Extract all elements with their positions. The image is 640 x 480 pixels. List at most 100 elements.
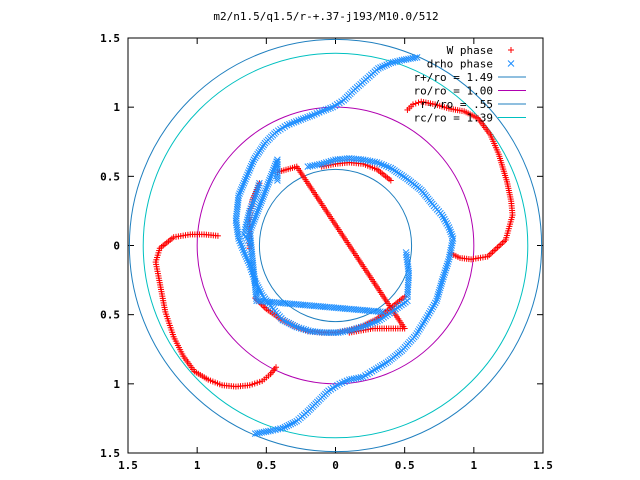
drho-phase-point <box>435 288 443 296</box>
drho-phase-point <box>357 323 365 331</box>
drho-phase-point <box>250 156 258 164</box>
drho-phase-point <box>292 118 300 125</box>
drho-phase-point <box>244 169 252 176</box>
drho-phase-point <box>281 423 289 431</box>
drho-phase-point <box>289 419 297 427</box>
drho-phase-point <box>306 112 314 120</box>
legend-label: W phase <box>447 44 493 57</box>
drho-phase-point <box>287 420 295 428</box>
drho-phase-point <box>444 260 451 268</box>
legend-label: r-/ro = .55 <box>420 98 493 111</box>
drho-phase-point <box>270 164 278 172</box>
drho-phase-point <box>437 282 445 290</box>
drho-phase-point <box>237 239 244 247</box>
drho-phase-point <box>327 104 334 112</box>
drho-phase-point <box>251 215 258 223</box>
drho-phase-point <box>378 160 385 168</box>
x-tick-label: 0.5 <box>395 459 415 472</box>
drho-phase-point <box>259 195 266 203</box>
legend-label: drho phase <box>427 58 493 71</box>
drho-phase-point <box>324 105 332 113</box>
drho-phase-point <box>295 117 302 124</box>
drho-phase-point <box>376 316 384 324</box>
drho-phase-point <box>239 181 247 189</box>
drho-phase-point <box>247 162 255 170</box>
drho-phase-point <box>250 218 258 225</box>
drho-phase-point <box>430 301 438 309</box>
w-phase-point <box>415 99 422 106</box>
drho-phase-point <box>448 230 455 238</box>
drho-phase-point <box>436 284 444 292</box>
drho-phase-point <box>255 203 263 211</box>
drho-phase-point <box>260 191 268 199</box>
drho-phase-point <box>416 326 423 333</box>
drho-phase-point <box>380 161 388 169</box>
x-tick-label: 1.5 <box>533 459 553 472</box>
drho-phase-point <box>243 221 250 228</box>
drho-phase-point <box>369 319 377 327</box>
drho-phase-point <box>428 305 435 313</box>
drho-phase-point <box>440 273 447 281</box>
drho-phase-point <box>254 207 261 215</box>
drho-phase-point <box>253 189 261 196</box>
drho-phase-point <box>376 363 384 370</box>
drho-phase-point <box>234 232 242 240</box>
drho-phase-point <box>372 365 380 373</box>
drho-phase-point <box>291 322 299 330</box>
drho-phase-point <box>417 324 425 331</box>
drho-phase-point <box>442 217 449 225</box>
series-group <box>232 54 457 437</box>
drho-phase-point <box>291 418 299 426</box>
drho-phase-point <box>283 318 291 326</box>
drho-phase-point <box>419 320 427 327</box>
w-phase-point <box>261 304 268 311</box>
drho-phase-point <box>325 158 332 166</box>
drho-phase-point <box>277 425 284 433</box>
drho-phase-point <box>438 280 445 287</box>
drho-phase-point <box>290 119 298 126</box>
drho-phase-point <box>287 320 295 328</box>
drho-phase-point <box>283 422 291 430</box>
drho-phase-point <box>382 162 390 170</box>
drho-phase-point <box>239 244 246 252</box>
drho-phase-point <box>301 114 309 122</box>
y-tick-label: 0 <box>113 240 120 253</box>
drho-phase-point <box>374 317 381 325</box>
drho-phase-point <box>353 325 361 332</box>
drho-phase-point <box>357 374 365 381</box>
drho-phase-point <box>235 235 243 242</box>
w-phase-point <box>214 232 221 239</box>
legend-label: ro/ro = 1.00 <box>414 85 493 98</box>
drho-phase-point <box>383 61 391 69</box>
drho-phase-point <box>433 295 441 303</box>
drho-phase-point <box>418 322 426 329</box>
drho-phase-point <box>387 164 395 172</box>
drho-phase-point <box>436 286 443 294</box>
drho-phase-point <box>245 167 253 174</box>
drho-phase-point <box>379 308 386 316</box>
drho-phase-point <box>304 163 312 171</box>
reference-circle <box>128 38 543 453</box>
w-phase-point <box>409 101 416 108</box>
drho-phase-point <box>327 157 335 165</box>
drho-phase-point <box>429 303 437 311</box>
x-tick-label: 0.5 <box>256 459 276 472</box>
drho-phase-point <box>247 224 255 231</box>
drho-phase-point <box>304 327 312 334</box>
drho-phase-point <box>446 226 454 234</box>
reference-circles <box>128 38 543 453</box>
drho-phase-point <box>256 179 263 187</box>
drho-phase-point <box>259 193 267 201</box>
drho-phase-point <box>244 171 251 179</box>
drho-phase-point <box>248 160 256 168</box>
drho-phase-point <box>246 164 254 172</box>
drho-phase-point <box>360 323 367 330</box>
drho-phase-point <box>438 278 446 285</box>
drho-phase-point <box>251 213 259 221</box>
drho-phase-point <box>267 172 275 180</box>
drho-phase-point <box>389 58 397 66</box>
drho-phase-point <box>424 312 432 319</box>
drho-phase-point <box>306 162 314 170</box>
